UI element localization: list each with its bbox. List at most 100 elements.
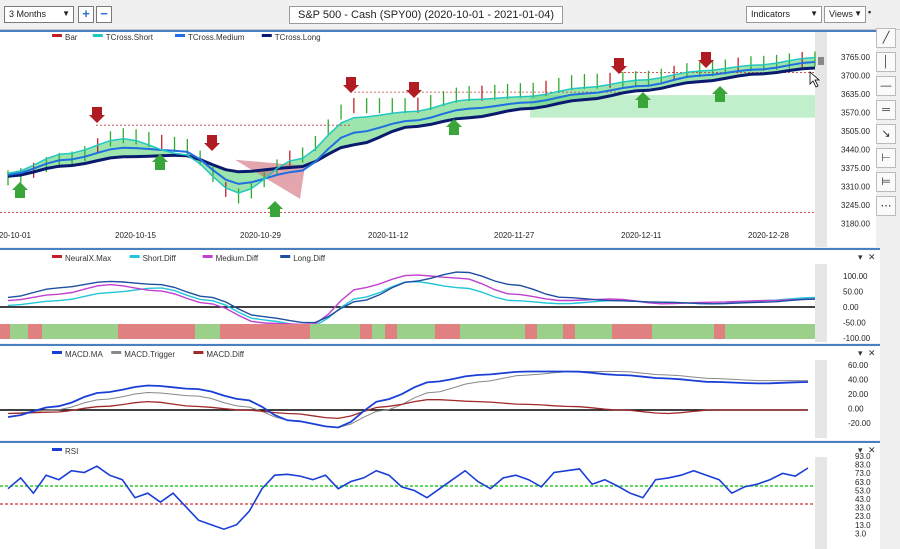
panel-close-icon: ✕ (868, 252, 876, 262)
legend-item: MACD.Trigger (124, 350, 175, 359)
macd-panel[interactable]: MACD.MA MACD.Trigger MACD.Diff ▾ ✕ 60.00 40.00… (0, 344, 880, 440)
legend-swatch (111, 351, 122, 354)
macd-chart[interactable]: MACD.MA MACD.Trigger MACD.Diff ▾ ✕ 60.00 40.00… (0, 346, 880, 440)
tcross-long-line (7, 66, 816, 178)
neuralx-red-segment (435, 324, 460, 339)
mouse-cursor-icon (809, 71, 821, 88)
y-tick-label: 43.0 (855, 495, 871, 504)
drawing-tool-7[interactable]: ⋯ (876, 196, 896, 216)
y-tick-label: -20.00 (848, 419, 871, 428)
indicators-label: Indicators (751, 9, 791, 19)
neuralx-red-segment (28, 324, 42, 339)
y-tick-label: 20.00 (848, 390, 869, 399)
y-tick-label: 3.0 (855, 529, 867, 538)
legend-swatch (202, 255, 213, 258)
legend-item: Medium.Diff (216, 254, 259, 263)
drawing-tool-6[interactable]: ⊨ (876, 172, 896, 192)
y-tick-label: 3700.00 (841, 72, 870, 81)
legend-item: Bar (65, 33, 78, 42)
neuralx-red-segment (563, 324, 575, 339)
chevron-down-icon: ▼ (62, 9, 70, 18)
y-tick-label: 3180.00 (841, 220, 870, 229)
legend-item: Long.Diff (293, 254, 326, 263)
y-tick-label: 100.00 (843, 272, 868, 281)
legend-swatch (92, 34, 103, 37)
tcross-medium-line (7, 61, 816, 185)
y-tick-label: 3245.00 (841, 201, 870, 210)
macd-diff-line (7, 399, 808, 420)
sell-arrow-icon (204, 135, 220, 151)
support-zone (530, 95, 815, 118)
panel-expand-icon: ▾ (858, 445, 863, 455)
legend-swatch (261, 34, 272, 37)
period-select-value: 3 Months (9, 9, 47, 19)
y-tick-label: 3375.00 (841, 164, 870, 173)
sell-arrow-icon (698, 52, 714, 68)
rsi-chart[interactable]: RSI ▾ ✕93.083.073.063.053.043.033.023.013.… (0, 443, 880, 549)
y-tick-label: 53.0 (855, 486, 871, 495)
neural-scrollbar (815, 264, 827, 342)
drawing-tool-2[interactable]: — (876, 76, 896, 96)
indicators-dropdown[interactable]: Indicators ▼ (746, 6, 822, 23)
pin-icon[interactable]: ▪ (868, 7, 872, 17)
buy-arrow-icon (446, 119, 462, 135)
y-tick-label: 93.0 (855, 452, 871, 461)
drawing-tool-0[interactable]: ╱ (876, 28, 896, 48)
y-tick-label: 0.00 (843, 303, 859, 312)
y-tick-label: 63.0 (855, 478, 871, 487)
y-tick-label: 3570.00 (841, 109, 870, 118)
neuralx-chart[interactable]: NeuralX.Max Short.Diff Medium.Diff Long.Dif… (0, 250, 880, 343)
legend-swatch (129, 255, 140, 258)
y-tick-label: -50.00 (843, 319, 866, 328)
y-tick-label: 3635.00 (841, 90, 870, 99)
period-select[interactable]: 3 Months ▼ (4, 6, 74, 23)
zoom-out-button[interactable]: − (96, 6, 112, 23)
tcross-band (8, 57, 815, 193)
legend-item: TCross.Long (275, 33, 321, 42)
x-tick-label: 2020-11-12 (368, 231, 409, 240)
price-panel[interactable]: Bar TCross.Short TCross.Medium TCross.Long 3… (0, 30, 876, 247)
y-tick-label: 73.0 (855, 469, 871, 478)
drawing-tool-1[interactable]: │ (876, 52, 896, 72)
buy-arrow-icon (152, 154, 168, 170)
drawing-tools: ╱ │ — ═ ↘ ⊢ ⊨ ⋯ (876, 28, 898, 220)
x-tick-label: 2020-11-27 (494, 231, 535, 240)
y-tick-label: 83.0 (855, 461, 871, 470)
y-tick-label: 3310.00 (841, 183, 870, 192)
legend-item: RSI (65, 447, 78, 456)
buy-arrow-icon (12, 182, 28, 198)
legend-swatch (175, 34, 185, 37)
scroll-thumb (818, 57, 824, 65)
rsi-panel[interactable]: RSI ▾ ✕ 93.0 83.0 73.0 63.0 53.0 43.0 33.0 23.0 13.… (0, 441, 880, 549)
neuralx-red-segment (714, 324, 725, 339)
rsi-scrollbar (815, 457, 827, 549)
toolbar: 3 Months ▼ + − S&P 500 - Cash (SPY00) (2… (0, 0, 900, 30)
x-tick-label: 2020-12-28 (748, 231, 789, 240)
drawing-tool-3[interactable]: ═ (876, 100, 896, 120)
zoom-in-button[interactable]: + (78, 6, 94, 23)
legend-swatch (193, 351, 204, 354)
legend-swatch (52, 351, 62, 354)
sell-arrow-icon (343, 77, 359, 93)
legend-swatch (280, 255, 291, 258)
legend-swatch (52, 448, 62, 451)
chevron-down-icon: ▼ (810, 9, 818, 18)
neuralx-panel[interactable]: NeuralX.Max Short.Diff Medium.Diff Long.Dif… (0, 248, 880, 343)
drawing-tool-5[interactable]: ⊢ (876, 148, 896, 168)
price-chart[interactable]: Bar TCross.Short TCross.Medium TCross.Long 3… (0, 32, 876, 247)
neuralx-red-segment (385, 324, 397, 339)
views-dropdown[interactable]: Views ▼ (824, 6, 866, 23)
panel-close-icon: ✕ (868, 348, 876, 358)
y-tick-label: 0.00 (848, 405, 864, 414)
macd-trigger-line (7, 371, 808, 429)
tcross-short-line (7, 56, 816, 194)
panel-close-icon: ✕ (868, 445, 876, 455)
drawing-tool-4[interactable]: ↘ (876, 124, 896, 144)
legend-item: TCross.Short (106, 33, 154, 42)
y-tick-label: 3440.00 (841, 146, 870, 155)
buy-arrow-icon (267, 201, 283, 217)
legend-swatch (52, 255, 62, 258)
neuralx-bar-bg (0, 324, 815, 339)
panel-expand-icon: ▾ (858, 252, 863, 262)
